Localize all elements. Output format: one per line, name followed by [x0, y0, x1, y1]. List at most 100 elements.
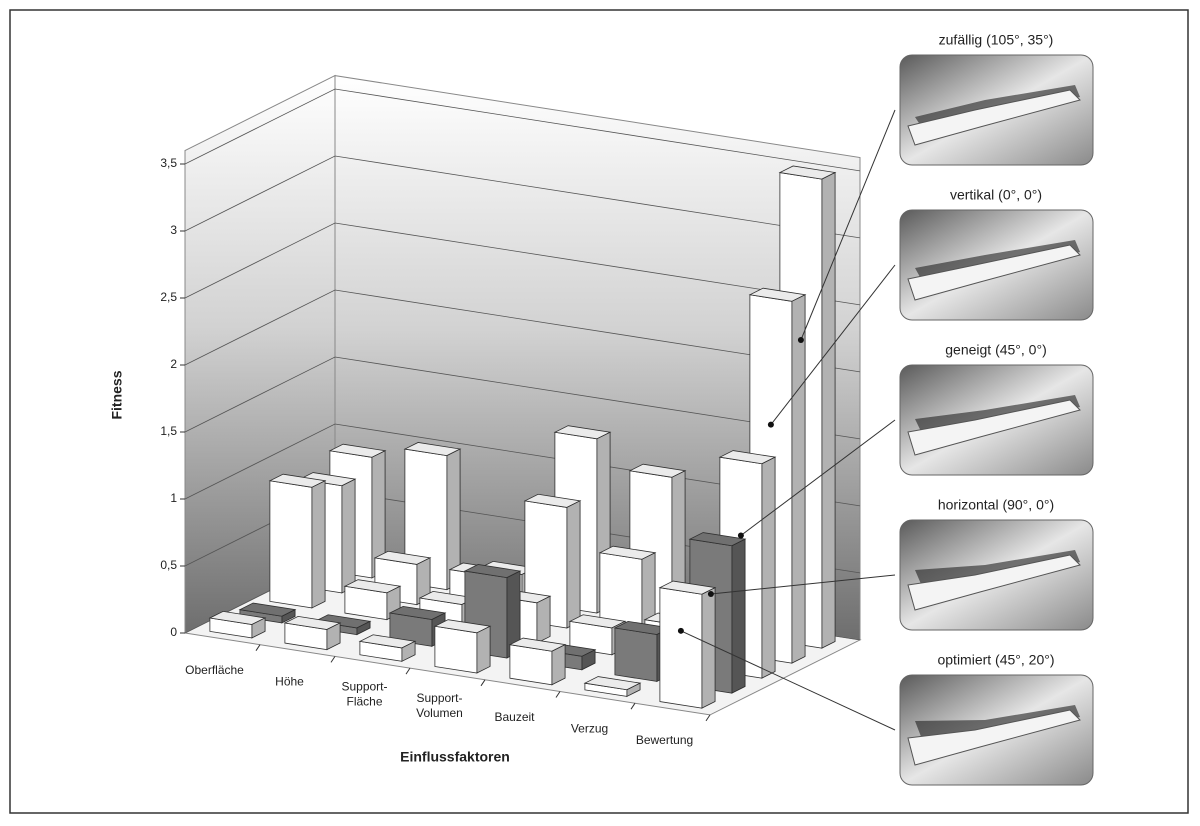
bar-top-shade	[374, 551, 431, 565]
bar-side-shade	[731, 539, 746, 694]
bar-top-shade	[434, 619, 491, 633]
bar-side-shade	[341, 479, 356, 593]
bar-side	[251, 617, 266, 639]
bar-top-shade	[584, 676, 641, 690]
x-axis-title: Einflussfaktoren	[400, 749, 510, 765]
bar-side-shade	[476, 626, 491, 674]
bar-top-shade	[569, 614, 626, 628]
bar-side-shade	[581, 649, 596, 670]
panel-label: geneigt (45°, 0°)	[945, 342, 1046, 358]
leader-line	[800, 109, 896, 341]
bar-side	[281, 608, 296, 624]
bar-side	[326, 622, 341, 651]
x-tick-label: Bauzeit	[494, 710, 535, 724]
bar	[313, 614, 372, 636]
x-tick	[555, 691, 561, 698]
x-tick	[630, 702, 636, 710]
bar	[268, 473, 327, 609]
part	[907, 244, 1081, 301]
bar-side	[626, 682, 641, 698]
bar-side-shade	[701, 587, 716, 709]
bar-side-shade	[566, 500, 581, 629]
bar-top-shade	[689, 532, 746, 546]
bar	[403, 442, 462, 591]
x-tick	[255, 644, 261, 651]
bar-front	[614, 627, 658, 682]
bar-side-shade	[416, 557, 431, 605]
bar-top-shade	[614, 621, 671, 635]
leader-line	[710, 574, 896, 595]
bar-front	[269, 480, 313, 609]
bar-top-shade	[269, 474, 326, 488]
bar-front	[509, 644, 553, 686]
y-tick-label: 0,5	[160, 558, 177, 572]
x-tick	[330, 656, 336, 663]
leader-dot	[797, 337, 804, 343]
bar-top-shade	[389, 606, 446, 620]
part	[907, 554, 1081, 611]
x-tick	[705, 714, 711, 722]
bar	[358, 634, 417, 662]
panel-label: vertikal (0°, 0°)	[950, 187, 1042, 203]
bar	[283, 615, 342, 651]
x-tick-label: Support-Fläche	[341, 679, 387, 708]
bar-top-shade	[479, 561, 536, 575]
bar-side-shade	[791, 294, 806, 664]
bar-side	[701, 586, 716, 709]
grid-line	[184, 88, 861, 172]
bar-side-shade	[281, 609, 296, 623]
grid-line	[184, 222, 861, 306]
bar	[583, 676, 642, 698]
bar-top-shade	[659, 581, 716, 595]
x-tick-label: Verzug	[571, 722, 608, 736]
y-axis-title: Fitness	[109, 370, 125, 419]
bar-side	[536, 595, 551, 644]
bar-side-shade	[761, 457, 776, 679]
bar-top-shade	[464, 564, 521, 578]
bar	[208, 610, 267, 639]
part	[907, 399, 1081, 456]
bar-side-shade	[446, 449, 461, 590]
leader-dot	[707, 591, 714, 598]
bar-top-shade	[404, 442, 461, 456]
y-tick-label: 2	[170, 357, 177, 371]
bar-side-shade	[401, 641, 416, 662]
bar-side	[356, 620, 371, 636]
bar-side	[791, 294, 806, 664]
x-tick-label: Oberfläche	[185, 663, 244, 677]
bar-side-shade	[536, 596, 551, 644]
bar-side-shade	[371, 450, 386, 578]
bar-top-shade	[599, 546, 656, 560]
x-tick	[480, 679, 486, 687]
bar-top-shade	[419, 591, 476, 605]
bar-front	[434, 625, 478, 674]
bar	[238, 602, 297, 624]
bar-side-shade	[551, 644, 566, 685]
leader-line	[770, 264, 896, 425]
x-tick-label: Support-Volumen	[416, 691, 463, 720]
leader-line	[680, 630, 896, 731]
bar-side	[821, 171, 836, 649]
bar	[658, 580, 717, 709]
leader-dot	[737, 532, 744, 539]
panel-label: zufällig (105°, 35°)	[939, 32, 1054, 48]
bar-side-shade	[356, 621, 371, 635]
y-tick-label: 1	[170, 491, 177, 505]
bar-side	[401, 640, 416, 662]
bar-top-shade	[509, 638, 566, 652]
grid-line	[184, 289, 861, 373]
bar-top-shade	[209, 611, 266, 625]
bar-side-shade	[821, 172, 836, 649]
bar-side	[581, 649, 596, 671]
grid-line	[184, 155, 861, 239]
bar-side-shade	[506, 571, 521, 659]
bar-side	[476, 625, 491, 674]
bar-front	[659, 587, 703, 709]
bar	[433, 619, 492, 674]
y-tick-label: 1,5	[160, 424, 177, 438]
bar-top-shade	[359, 634, 416, 648]
x-tick-label: Bewertung	[636, 733, 693, 747]
bar-side-shade	[326, 622, 341, 650]
bar-side	[311, 480, 326, 609]
x-tick-label: Höhe	[275, 675, 304, 689]
